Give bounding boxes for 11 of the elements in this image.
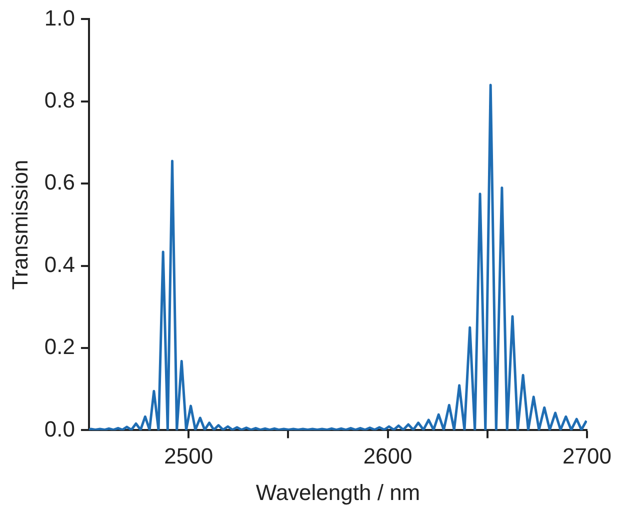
x-axis-title: Wavelength / nm — [256, 480, 420, 505]
y-tick-label: 1.0 — [44, 5, 75, 30]
x-tick-label: 2600 — [363, 443, 412, 468]
x-tick-label: 2500 — [164, 443, 214, 468]
y-tick-label: 0.0 — [44, 416, 75, 442]
y-tick-label: 0.4 — [44, 252, 75, 277]
y-axis-title: Transmission — [7, 160, 32, 290]
y-tick-label: 0.6 — [44, 170, 75, 195]
y-tick-label: 0.8 — [44, 87, 75, 112]
x-tick-label: 2700 — [562, 443, 612, 468]
y-tick-label: 0.2 — [44, 334, 75, 360]
